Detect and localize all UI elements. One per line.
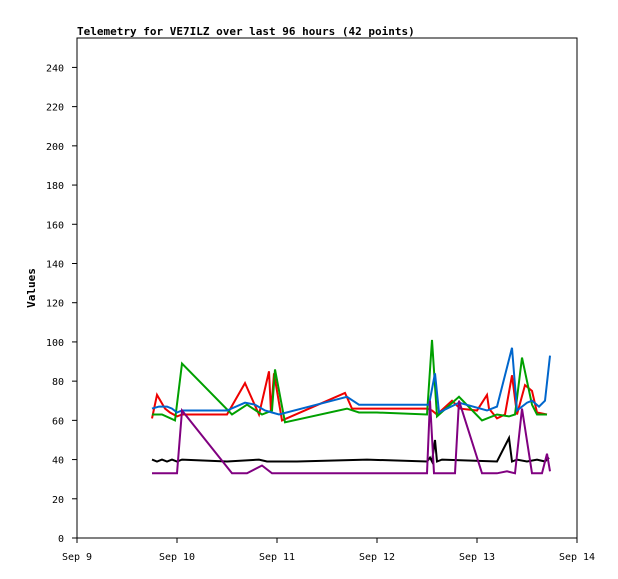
series-line-5 bbox=[152, 400, 551, 475]
y-tick-label: 160 bbox=[46, 220, 64, 231]
y-tick-label: 220 bbox=[46, 103, 64, 114]
x-tick-label: Sep 9 bbox=[62, 552, 92, 563]
y-tick-label: 200 bbox=[46, 142, 64, 153]
y-tick-label: 240 bbox=[46, 63, 64, 74]
chart-title: Telemetry for VE7ILZ over last 96 hours … bbox=[77, 25, 415, 38]
y-tick-label: 80 bbox=[52, 377, 64, 388]
y-tick-label: 40 bbox=[52, 456, 64, 467]
x-tick-label: Sep 12 bbox=[359, 552, 395, 563]
y-axis: 0 20 40 60 80 100 120 140 160 180 200 220 240 bbox=[46, 63, 77, 545]
x-tick-label: Sep 13 bbox=[459, 552, 495, 563]
series-line-3 bbox=[151, 347, 551, 416]
y-tick-label: 140 bbox=[46, 259, 64, 270]
y-tick-label: 120 bbox=[46, 299, 64, 310]
x-tick-label: Sep 10 bbox=[159, 552, 195, 563]
series-line-4 bbox=[151, 434, 550, 465]
x-tick-label: Sep 14 bbox=[559, 552, 595, 563]
y-tick-label: 60 bbox=[52, 416, 64, 427]
plot-area bbox=[76, 37, 578, 539]
series-layer bbox=[151, 339, 551, 475]
series-line-1 bbox=[151, 371, 548, 422]
y-tick-label: 20 bbox=[52, 495, 64, 506]
y-tick-label: 100 bbox=[46, 338, 64, 349]
x-tick-label: Sep 11 bbox=[259, 552, 295, 563]
x-axis: Sep 9 Sep 10 Sep 11 Sep 12 Sep 13 Sep 14 bbox=[62, 538, 595, 563]
y-tick-label: 180 bbox=[46, 181, 64, 192]
y-axis-label: Values bbox=[25, 268, 38, 308]
series-line-2 bbox=[152, 339, 547, 424]
y-tick-label: 0 bbox=[58, 534, 64, 545]
